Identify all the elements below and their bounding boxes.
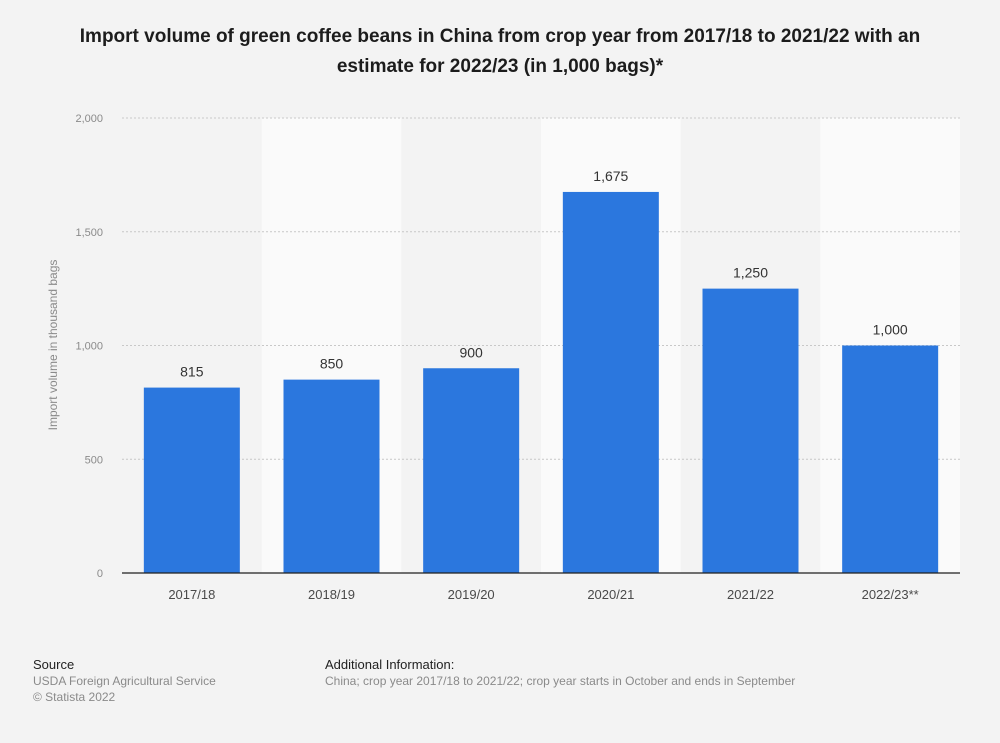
bar bbox=[562, 191, 659, 573]
x-tick-label: 2020/21 bbox=[587, 587, 634, 602]
additional-info-heading: Additional Information: bbox=[325, 657, 455, 672]
chart-title: Import volume of green coffee beans in C… bbox=[79, 26, 921, 77]
source-line: USDA Foreign Agricultural Service bbox=[33, 674, 216, 688]
bar bbox=[842, 345, 939, 573]
bar bbox=[423, 368, 520, 573]
bar bbox=[143, 387, 240, 573]
x-tick-label: 2022/23** bbox=[862, 587, 919, 602]
x-tick-label: 2021/22 bbox=[727, 587, 774, 602]
data-label: 1,000 bbox=[873, 322, 908, 338]
y-tick-label: 0 bbox=[97, 568, 103, 580]
additional-info-block: Additional Information: China; crop year… bbox=[325, 657, 795, 689]
x-tick-label: 2019/20 bbox=[448, 587, 495, 602]
y-tick-label: 1,000 bbox=[75, 341, 103, 353]
data-label: 1,250 bbox=[733, 265, 768, 281]
y-tick-label: 2,000 bbox=[75, 113, 103, 125]
y-axis-title: Import volume in thousand bags bbox=[46, 260, 60, 431]
x-tick-label: 2017/18 bbox=[168, 587, 215, 602]
copyright-line: © Statista 2022 bbox=[33, 690, 116, 704]
y-tick-label: 1,500 bbox=[75, 227, 103, 239]
data-label: 850 bbox=[320, 356, 344, 372]
data-label: 1,675 bbox=[593, 168, 628, 184]
x-tick-label: 2018/19 bbox=[308, 587, 355, 602]
source-block: Source USDA Foreign Agricultural Service… bbox=[33, 657, 216, 705]
bar bbox=[283, 379, 380, 573]
source-heading: Source bbox=[33, 657, 75, 672]
additional-info-text: China; crop year 2017/18 to 2021/22; cro… bbox=[325, 674, 796, 688]
data-label: 900 bbox=[459, 344, 483, 360]
bar bbox=[702, 288, 799, 573]
data-label: 815 bbox=[180, 364, 204, 380]
y-tick-label: 500 bbox=[85, 454, 103, 466]
